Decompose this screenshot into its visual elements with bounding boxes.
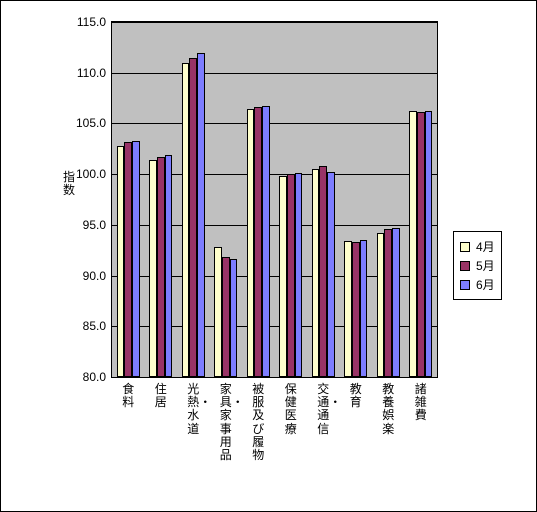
bar xyxy=(360,240,368,377)
x-tick-label: 諸雑費 xyxy=(415,383,427,423)
bar xyxy=(384,229,392,377)
legend-label: 4月 xyxy=(476,238,495,255)
bar xyxy=(124,142,132,377)
legend-swatch xyxy=(460,280,470,290)
bar xyxy=(197,53,205,377)
bar xyxy=(352,242,360,377)
y-tick-label: 90.0 xyxy=(83,269,106,283)
chart-container: 食料住居 光熱・水道 家具・家事用品 被服及び履物 保健医療 交通・通信 教育 教養娯楽 諸雑費… xyxy=(0,0,537,512)
bar xyxy=(327,172,335,377)
bars-layer xyxy=(112,22,437,377)
y-tick-label: 80.0 xyxy=(83,370,106,384)
bar xyxy=(417,112,425,377)
legend-item: 4月 xyxy=(460,238,495,255)
y-tick-label: 105.0 xyxy=(76,116,106,130)
bar xyxy=(377,233,385,377)
legend: 4月 5月 6月 xyxy=(453,231,502,300)
bar xyxy=(157,157,165,377)
y-tick-label: 115.0 xyxy=(77,15,106,29)
legend-label: 5月 xyxy=(476,257,495,274)
x-tick-label: 被服及び履物 xyxy=(252,383,264,462)
bar xyxy=(279,176,287,377)
y-tick-label: 85.0 xyxy=(83,319,106,333)
x-tick-label: 住居 xyxy=(155,383,167,409)
x-tick-label: 保健医療 xyxy=(285,383,297,436)
bar xyxy=(262,106,270,377)
x-tick-label: 食料 xyxy=(122,383,134,409)
bar xyxy=(230,259,238,377)
bar xyxy=(295,173,303,377)
bar xyxy=(214,247,222,377)
bar xyxy=(132,141,140,377)
bar xyxy=(189,58,197,378)
bar xyxy=(312,169,320,377)
plot-area: 食料住居光熱・水道家具・家事用品被服及び履物保健医療交通・通信教育教養娯楽諸雑費… xyxy=(111,21,438,378)
legend-item: 5月 xyxy=(460,257,495,274)
bar xyxy=(392,228,400,377)
bar xyxy=(222,257,230,377)
y-axis-title: 指数 xyxy=(63,171,75,197)
legend-swatch xyxy=(460,261,470,271)
gridline xyxy=(112,377,437,378)
bar xyxy=(254,107,262,377)
x-tick-label: 教育 xyxy=(350,383,362,409)
bar xyxy=(425,111,433,377)
bar xyxy=(409,111,417,377)
bar xyxy=(182,63,190,377)
legend-swatch xyxy=(460,242,470,252)
bar xyxy=(344,241,352,377)
x-tick-label: 教養娯楽 xyxy=(382,383,394,436)
x-tick-label: 家具・家事用品 xyxy=(220,383,232,462)
bar xyxy=(149,160,157,377)
bar xyxy=(287,174,295,377)
y-tick-label: 110.0 xyxy=(77,66,106,80)
y-tick-label: 95.0 xyxy=(83,218,106,232)
bar xyxy=(319,166,327,377)
legend-label: 6月 xyxy=(476,276,495,293)
legend-item: 6月 xyxy=(460,276,495,293)
x-tick-label: 交通・通信 xyxy=(317,383,329,436)
x-tick-label: 光熱・水道 xyxy=(187,383,199,436)
bar xyxy=(165,155,173,377)
y-tick-label: 100.0 xyxy=(76,167,106,181)
bar xyxy=(117,146,125,377)
bar xyxy=(247,109,255,377)
